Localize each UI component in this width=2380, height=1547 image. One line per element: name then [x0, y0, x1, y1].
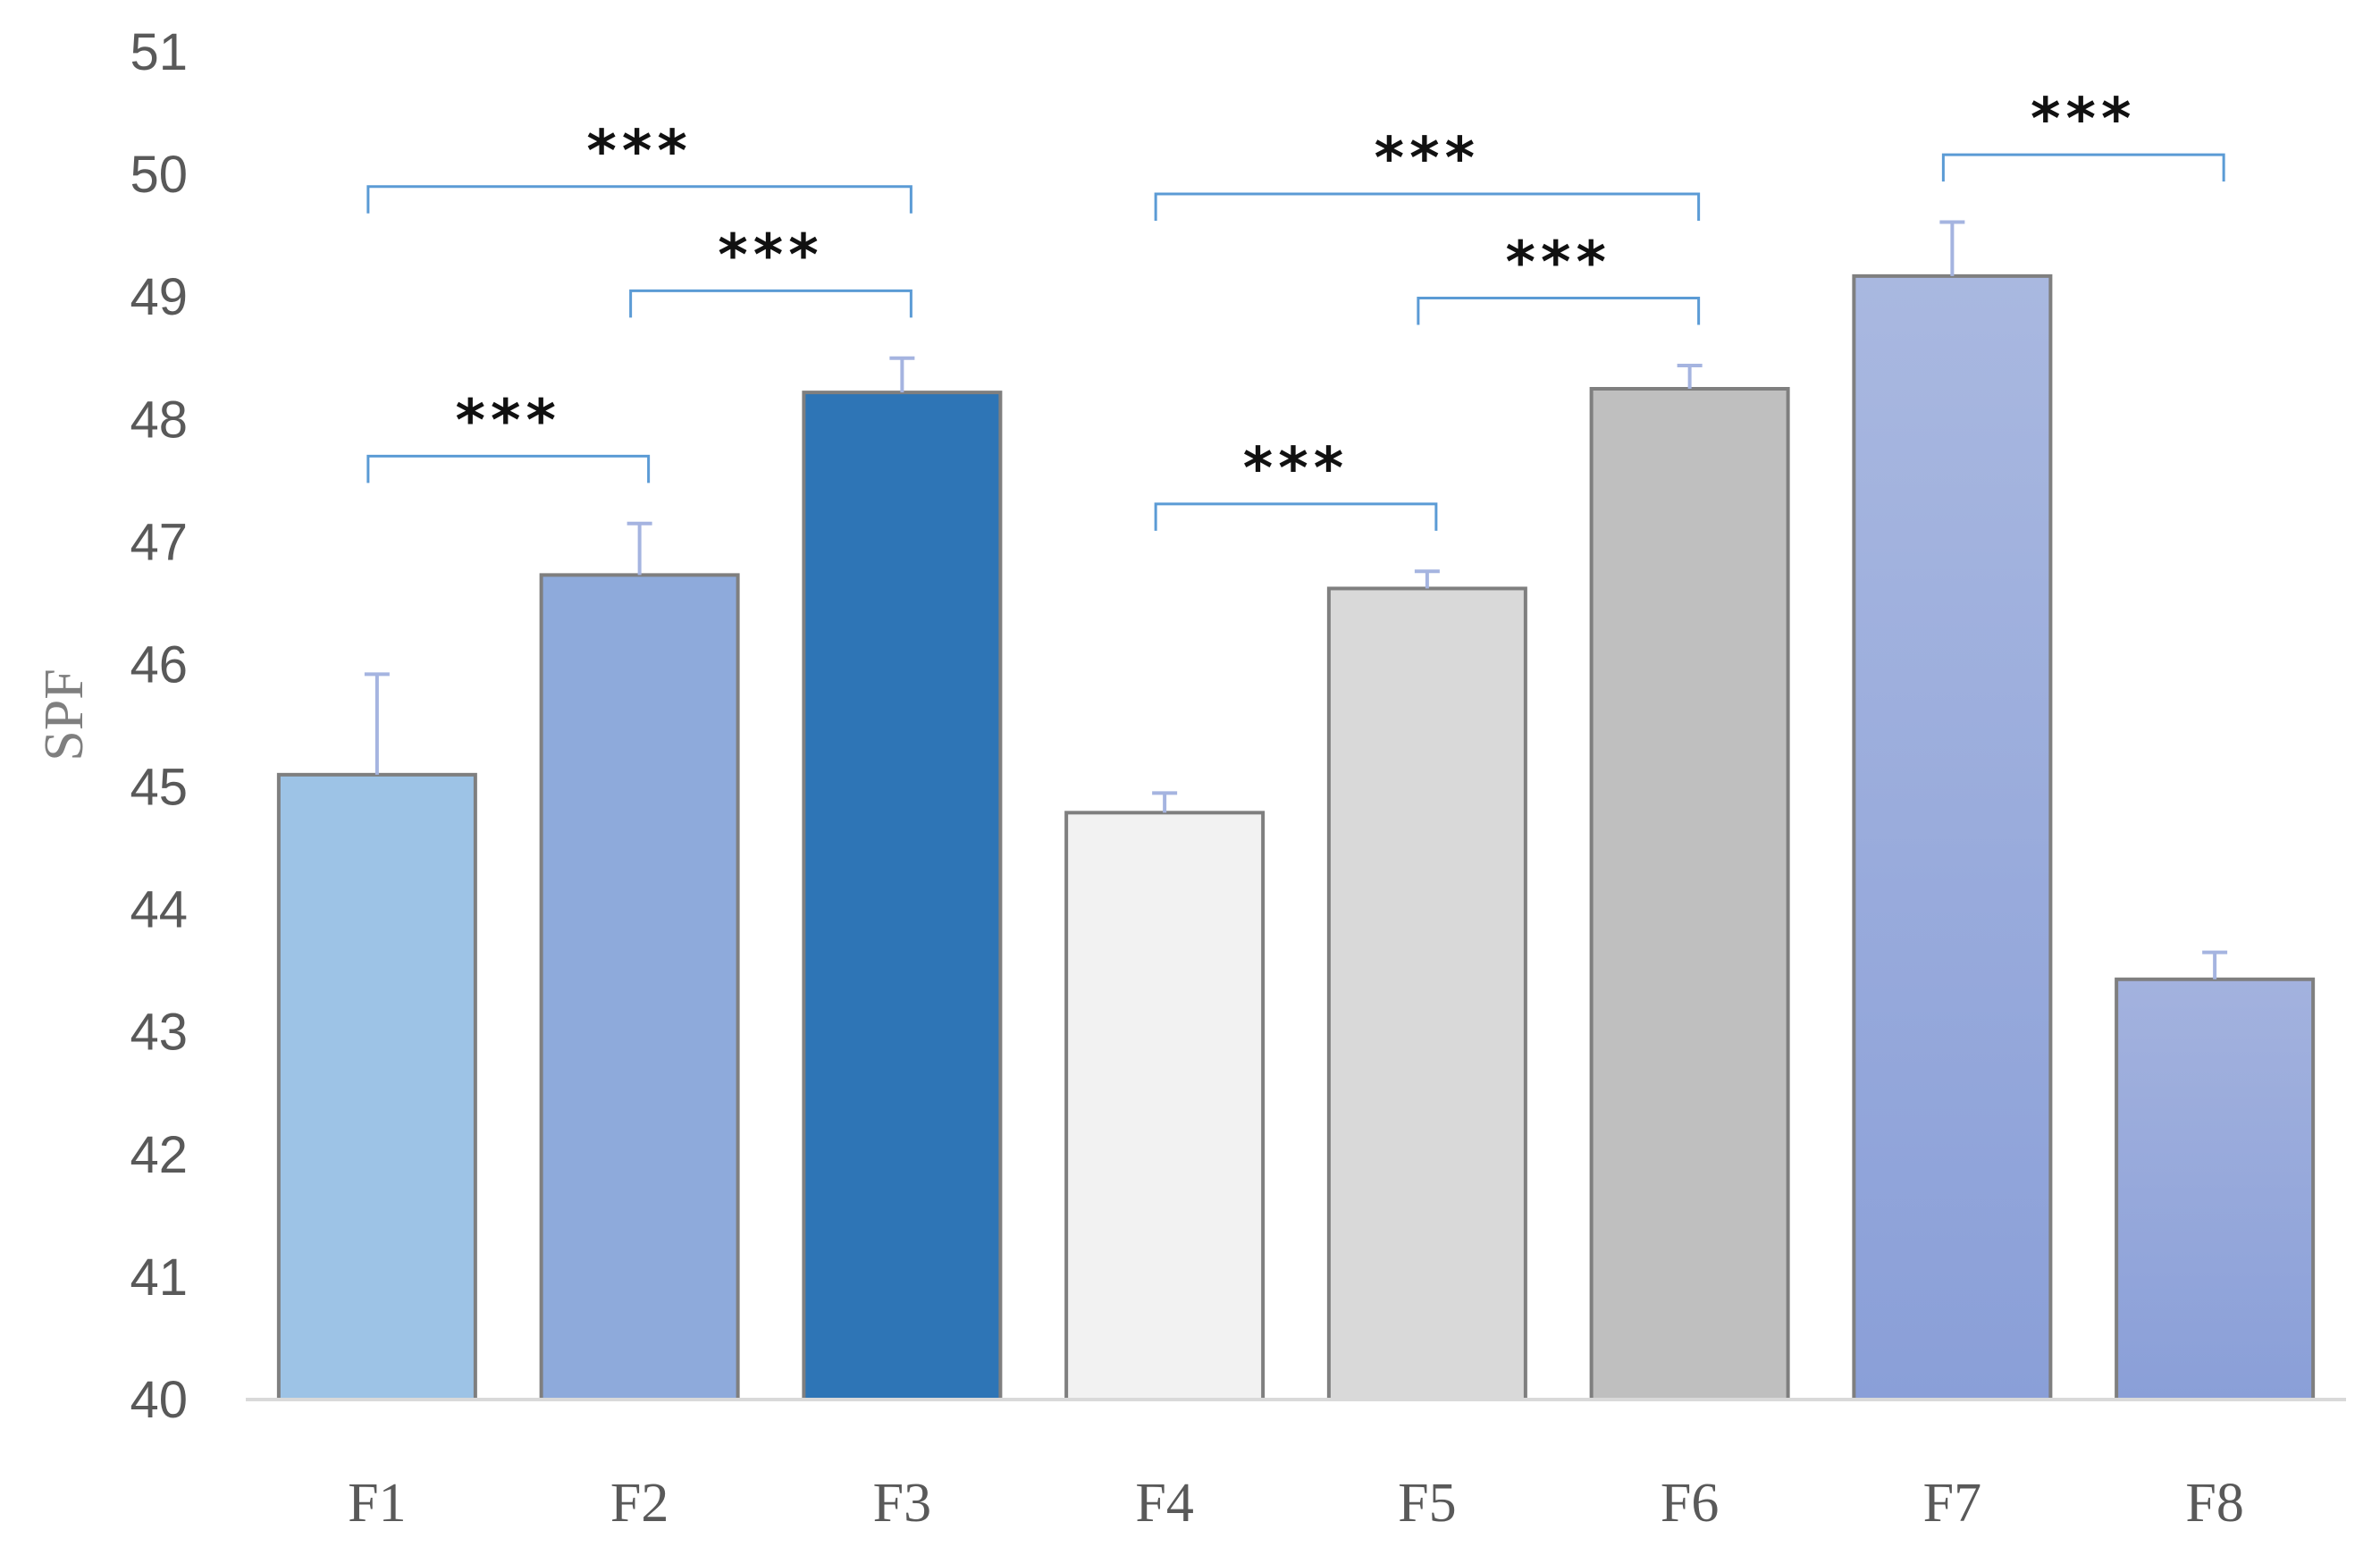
significance-bracket — [1154, 192, 1701, 222]
y-tick-label: 47 — [130, 513, 188, 571]
bar-f2 — [539, 573, 740, 1401]
x-tick-label-f1: F1 — [348, 1473, 406, 1534]
y-tick-label: 42 — [130, 1126, 188, 1184]
significance-label: *** — [586, 119, 692, 185]
significance-bracket — [1154, 502, 1438, 531]
significance-label: *** — [456, 388, 561, 454]
y-tick-label: 40 — [130, 1371, 188, 1429]
bar-f3 — [802, 391, 1003, 1402]
y-tick-label: 50 — [130, 146, 188, 204]
significance-bracket — [1417, 297, 1701, 325]
bar-f6 — [1589, 387, 1790, 1401]
y-tick-label: 43 — [130, 1004, 188, 1062]
y-tick-label: 41 — [130, 1249, 188, 1307]
significance-bracket — [366, 454, 651, 483]
y-axis-label: SPF — [34, 668, 95, 761]
y-tick-label: 46 — [130, 635, 188, 694]
bar-f8 — [2115, 977, 2316, 1402]
x-tick-label-f8: F8 — [2185, 1473, 2243, 1534]
significance-bracket — [366, 185, 912, 214]
y-tick-label: 48 — [130, 391, 188, 449]
x-axis: F1 F2 F3 F4 F5 F6 F7 F8 — [246, 1398, 2346, 1534]
bar-f4 — [1064, 811, 1266, 1401]
y-tick-label: 44 — [130, 881, 188, 939]
bar-f7 — [1852, 273, 2053, 1402]
significance-bracket — [629, 289, 912, 318]
significance-label: *** — [718, 223, 823, 289]
x-tick-label-f3: F3 — [873, 1473, 931, 1534]
x-tick-label-f7: F7 — [1923, 1473, 1981, 1534]
significance-label: *** — [1506, 231, 1611, 297]
bars — [276, 220, 2316, 1402]
x-tick-label-f6: F6 — [1661, 1473, 1719, 1534]
y-tick-label: 51 — [130, 23, 188, 81]
significance-bracket — [1941, 153, 2225, 182]
x-tick-label-f5: F5 — [1398, 1473, 1456, 1534]
bar-f1 — [276, 772, 477, 1401]
significance-brackets: *** *** *** *** *** *** *** — [366, 87, 2225, 531]
y-tick-label: 45 — [130, 759, 188, 817]
significance-label: *** — [1375, 126, 1480, 192]
x-tick-label-f2: F2 — [610, 1473, 669, 1534]
y-tick-label: 49 — [130, 268, 188, 326]
bar-f5 — [1326, 586, 1527, 1401]
significance-label: *** — [1243, 436, 1349, 502]
y-axis: 40 41 42 43 44 45 46 47 48 49 50 51 — [130, 23, 188, 1429]
significance-label: *** — [2031, 87, 2136, 153]
x-tick-label-f4: F4 — [1135, 1473, 1193, 1534]
